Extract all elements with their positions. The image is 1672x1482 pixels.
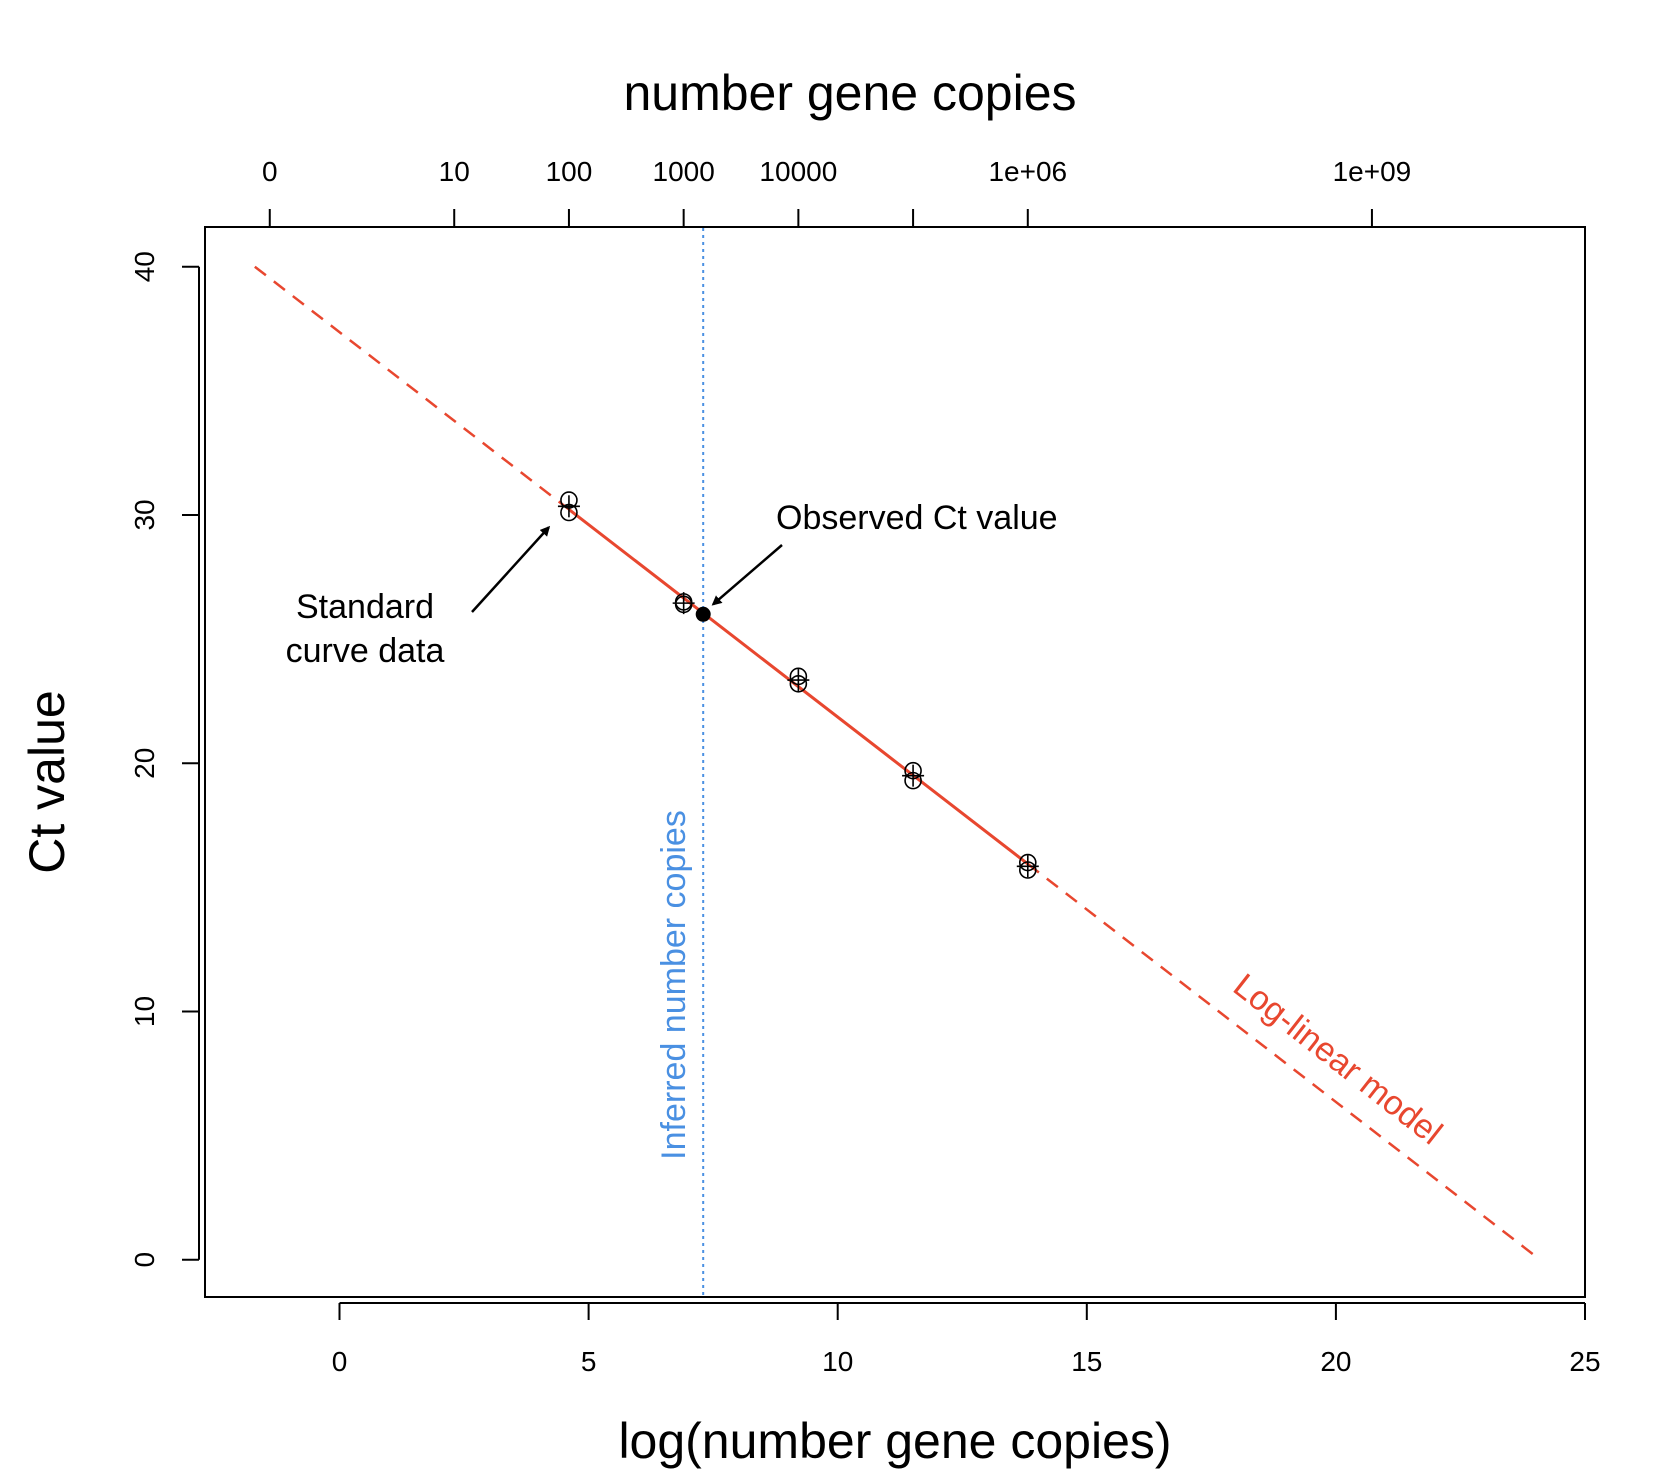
mean-marker-3 bbox=[902, 764, 925, 787]
mean-marker-0 bbox=[557, 495, 580, 518]
x-tick-label-2: 10 bbox=[822, 1346, 853, 1377]
top-tick-label-1: 10 bbox=[439, 156, 470, 187]
top-tick-label-3: 1000 bbox=[653, 156, 715, 187]
left-axis: 0 10 20 30 40 bbox=[129, 251, 200, 1268]
x-axis-title: log(number gene copies) bbox=[618, 1413, 1171, 1469]
y-axis-title: Ct value bbox=[19, 690, 75, 873]
model-line-dashed-right bbox=[1027, 862, 1541, 1261]
top-tick-label-7: 1e+09 bbox=[1333, 156, 1412, 187]
x-tick-label-4: 20 bbox=[1320, 1346, 1351, 1377]
y-tick-label-2: 20 bbox=[129, 748, 160, 779]
top-axis: 0 10 100 1000 10000 1e+06 1e+09 bbox=[262, 156, 1412, 228]
y-tick-label-3: 30 bbox=[129, 499, 160, 530]
x-tick-label-5: 25 bbox=[1569, 1346, 1600, 1377]
top-tick-label-4: 10000 bbox=[759, 156, 837, 187]
top-tick-label-0: 0 bbox=[262, 156, 278, 187]
annotation-standard-curve-arrow bbox=[471, 525, 551, 613]
mean-marker-4 bbox=[1016, 855, 1039, 878]
x-tick-label-3: 15 bbox=[1071, 1346, 1102, 1377]
top-tick-label-6: 1e+06 bbox=[988, 156, 1067, 187]
x-tick-label-1: 5 bbox=[581, 1346, 597, 1377]
annotation-standard-curve-line-0: Standard bbox=[296, 588, 434, 626]
y-tick-label-0: 0 bbox=[129, 1252, 160, 1268]
top-axis-title: number gene copies bbox=[623, 65, 1076, 121]
annotation-observed-arrow bbox=[711, 544, 783, 606]
y-tick-label-4: 40 bbox=[129, 251, 160, 282]
inferred-label: Inferred number copies bbox=[655, 810, 693, 1160]
annotation-standard-curve: Standard curve data bbox=[286, 588, 445, 670]
mean-marker-2 bbox=[787, 669, 810, 692]
mean-marker-1 bbox=[672, 592, 695, 615]
model-label: Log-linear model bbox=[1226, 967, 1449, 1153]
y-tick-label-1: 10 bbox=[129, 996, 160, 1027]
top-tick-label-2: 100 bbox=[546, 156, 593, 187]
observed-point bbox=[695, 606, 711, 622]
x-tick-label-0: 0 bbox=[332, 1346, 348, 1377]
bottom-axis: 0 5 10 15 20 25 bbox=[332, 1302, 1601, 1377]
annotation-observed: Observed Ct value bbox=[776, 499, 1058, 537]
plot-area: Standard curve data Observed Ct value Log-l… bbox=[254, 228, 1541, 1296]
plot-frame bbox=[204, 226, 1586, 1298]
annotation-standard-curve-line-1: curve data bbox=[286, 632, 445, 670]
model-line-dashed-left bbox=[254, 265, 570, 511]
